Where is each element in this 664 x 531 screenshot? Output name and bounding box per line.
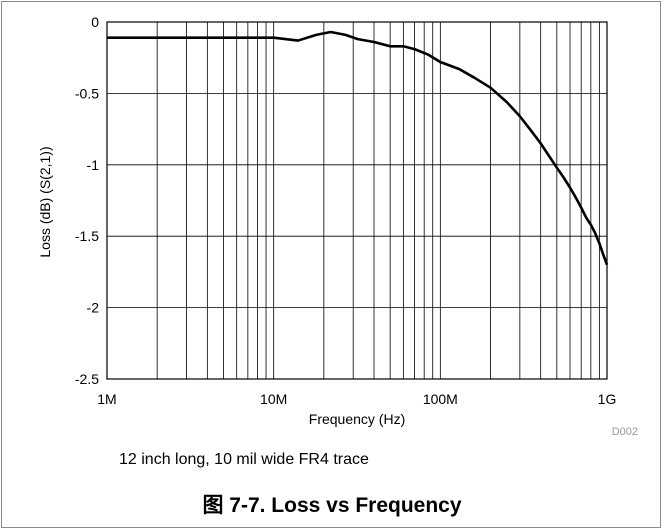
y-tick-label: -1 (87, 157, 100, 173)
plot-frame (106, 21, 608, 380)
y-axis-title: Loss (dB) (S(2,1)) (37, 146, 53, 257)
y-tick-label: -2.5 (75, 371, 99, 387)
x-axis-title: Frequency (Hz) (309, 411, 405, 427)
figure-caption: 图 7-7. Loss vs Frequency (202, 494, 462, 517)
y-tick-label: -1.5 (75, 228, 99, 244)
figure-note: 12 inch long, 10 mil wide FR4 trace (119, 451, 369, 468)
y-tick-label: -0.5 (75, 85, 99, 101)
x-tick-label: 100M (423, 391, 458, 407)
x-tick-label: 1G (598, 391, 617, 407)
y-tick-label: -2 (87, 300, 100, 316)
grid (107, 21, 607, 380)
series-line (107, 30, 609, 266)
tick-labels: 1M 10M 100M 1G 0 -0.5 -1 -1.5 -2 -2.5 (75, 14, 616, 407)
figure-code: D002 (612, 426, 638, 438)
x-tick-label: 1M (97, 391, 116, 407)
y-tick-label: 0 (91, 14, 99, 30)
x-tick-label: 10M (260, 391, 287, 407)
